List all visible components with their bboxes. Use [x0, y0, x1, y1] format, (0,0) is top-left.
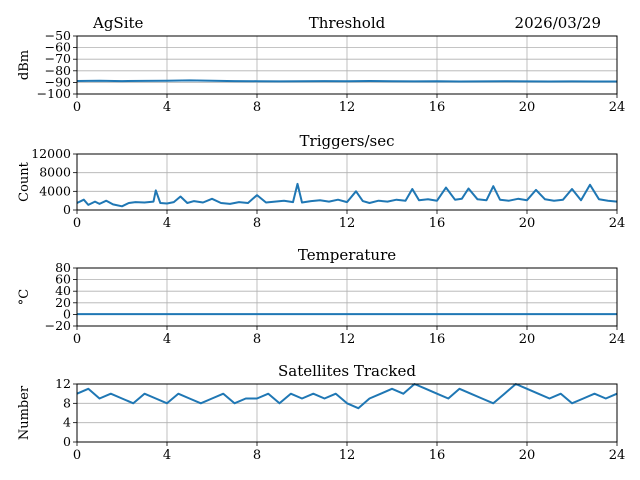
- temperature-xtick-label: 20: [519, 332, 536, 347]
- threshold-ytick-label: −50: [45, 28, 71, 43]
- satellites-ytick-label: 12: [55, 376, 71, 391]
- threshold-xtick-label: 20: [519, 100, 536, 115]
- triggers-ytick-label: 4000: [39, 183, 71, 198]
- triggers-xtick-label: 8: [253, 216, 261, 231]
- temperature-ytick-label: 80: [55, 260, 71, 275]
- triggers-title: Triggers/sec: [300, 132, 395, 150]
- satellites-axes-frame: [76, 383, 618, 443]
- threshold-ytick-label: −60: [45, 40, 71, 55]
- satellites-ytick-label: 4: [63, 415, 71, 430]
- temperature-ytick-label: 60: [55, 272, 71, 287]
- triggers-ytick-label: 8000: [39, 165, 71, 180]
- temperature-xtick-label: 12: [339, 332, 356, 347]
- satellites-chart: 0 4 8 12 16 20 24 12 8 4 0 Satellites Tracked Number: [17, 362, 625, 463]
- satellites-ytick-label: 8: [63, 395, 71, 410]
- threshold-xtick-label: 24: [609, 100, 626, 115]
- threshold-ytick-label: −100: [37, 86, 71, 101]
- threshold-ytick-label: −90: [45, 74, 71, 89]
- satellites-title: Satellites Tracked: [278, 362, 416, 380]
- threshold-chart: 0 4 8 12 16 20 24 −50−60−70−80−90−100 Threshold d…: [17, 14, 625, 115]
- charts-container: 0 4 8 12 16 20 24 −50−60−70−80−90−100 Threshold d…: [17, 14, 625, 463]
- triggers-xtick-label: 24: [609, 216, 626, 231]
- temperature-title: Temperature: [298, 246, 396, 264]
- satellites-xtick-label: 20: [519, 448, 536, 463]
- temperature-ytick-label: 40: [55, 283, 71, 298]
- threshold-xtick-label: 0: [73, 100, 81, 115]
- temperature-axes-frame: [76, 267, 618, 327]
- satellites-ytick-label: 0: [63, 434, 71, 449]
- triggers-xtick-label: 12: [339, 216, 356, 231]
- satellites-xtick-label: 8: [253, 448, 261, 463]
- triggers-series-line: [76, 182, 618, 208]
- triggers-ylabel: Count: [17, 161, 32, 202]
- triggers-xtick-label: 20: [519, 216, 536, 231]
- threshold-xtick-label: 4: [163, 100, 171, 115]
- triggers-xtick-label: 0: [73, 216, 81, 231]
- triggers-xtick-label: 16: [429, 216, 446, 231]
- threshold-xtick-label: 12: [339, 100, 356, 115]
- temperature-ytick-label: 0: [63, 306, 71, 321]
- temperature-ytick-label: −20: [45, 318, 71, 333]
- satellites-series-line: [76, 383, 618, 410]
- threshold-ytick-label: −70: [45, 51, 71, 66]
- satellites-xtick-label: 12: [339, 448, 356, 463]
- triggers-xtick-label: 4: [163, 216, 171, 231]
- threshold-axes-frame: [76, 35, 618, 95]
- temperature-xtick-label: 4: [163, 332, 171, 347]
- triggers-axes-frame: [76, 153, 618, 211]
- threshold-series-line: [76, 79, 617, 83]
- satellites-ylabel: Number: [17, 385, 32, 440]
- satellites-xtick-label: 24: [609, 448, 626, 463]
- threshold-xtick-label: 8: [253, 100, 261, 115]
- threshold-ytick-label: −80: [45, 63, 71, 78]
- threshold-xtick-label: 16: [429, 100, 446, 115]
- satellites-xtick-label: 16: [429, 448, 446, 463]
- temperature-xtick-label: 24: [609, 332, 626, 347]
- satellites-xtick-label: 0: [73, 448, 81, 463]
- temperature-xtick-label: 8: [253, 332, 261, 347]
- satellites-xtick-label: 4: [163, 448, 171, 463]
- temperature-xtick-label: 16: [429, 332, 446, 347]
- triggers-ytick-label: 12000: [31, 146, 71, 161]
- temperature-ylabel: °C: [17, 289, 32, 306]
- threshold-title: Threshold: [309, 14, 386, 32]
- temperature-xtick-label: 0: [73, 332, 81, 347]
- temperature-ytick-label: 20: [55, 295, 71, 310]
- triggers-chart: 0 4 8 12 16 20 24 0 4000 8000 12000 Triggers/sec Cou…: [17, 132, 625, 231]
- site-label: AgSite: [92, 14, 144, 32]
- date-label: 2026/03/29: [515, 14, 601, 32]
- threshold-ylabel: dBm: [17, 50, 32, 80]
- triggers-ytick-label: 0: [63, 202, 71, 217]
